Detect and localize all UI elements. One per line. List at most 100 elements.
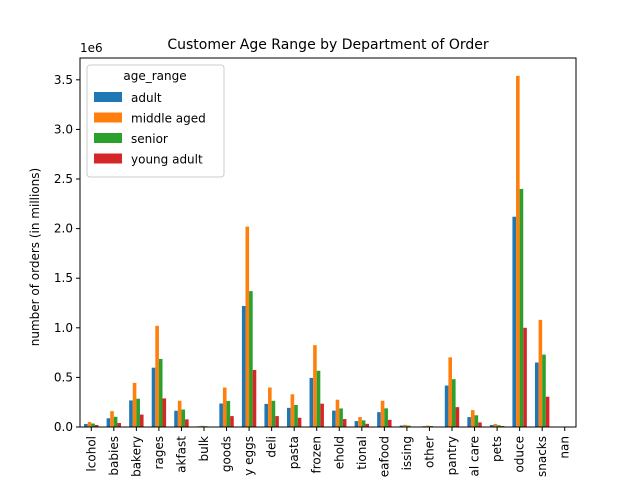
bar bbox=[545, 396, 550, 427]
x-tick-label: eafood bbox=[377, 436, 391, 477]
bar bbox=[129, 400, 133, 427]
bar bbox=[467, 417, 471, 427]
bar bbox=[158, 358, 163, 427]
bar bbox=[354, 421, 359, 427]
x-tick-label: snacks bbox=[535, 436, 549, 477]
bar bbox=[113, 416, 118, 427]
y-axis: 0.0 0.5 1.0 1.5 2.0 2.5 3.0 3.5 bbox=[54, 73, 80, 434]
y-tick-label: 3.0 bbox=[54, 122, 73, 136]
bar bbox=[512, 216, 517, 427]
bar bbox=[384, 408, 388, 427]
bar bbox=[339, 408, 343, 427]
x-tick-label: pets bbox=[490, 436, 504, 462]
legend-entry-label: young adult bbox=[131, 153, 203, 167]
x-tick-label: goods bbox=[220, 436, 234, 472]
bar bbox=[252, 369, 257, 427]
bar bbox=[493, 424, 498, 427]
x-tick-label: deli bbox=[265, 436, 279, 458]
x-tick-label: frozen bbox=[310, 436, 324, 474]
bar bbox=[87, 422, 92, 427]
legend-entry-label: senior bbox=[131, 132, 168, 146]
bar bbox=[335, 399, 340, 427]
series-adult bbox=[84, 216, 539, 427]
bar bbox=[332, 410, 336, 427]
x-tick-label: oduce bbox=[513, 436, 527, 473]
bar bbox=[365, 423, 370, 427]
bars-layer bbox=[84, 75, 550, 427]
y-axis-offset-label: 1e6 bbox=[80, 41, 103, 55]
bar bbox=[425, 425, 430, 427]
bar bbox=[132, 382, 137, 427]
bar bbox=[151, 367, 156, 427]
legend-title: age_range bbox=[123, 69, 186, 83]
bar bbox=[249, 291, 253, 427]
bar bbox=[117, 423, 122, 427]
bar bbox=[320, 403, 324, 427]
x-tick-label: tional bbox=[355, 436, 369, 470]
chart-title: Customer Age Range by Department of Orde… bbox=[167, 37, 489, 53]
bar bbox=[403, 424, 407, 427]
bar bbox=[358, 417, 362, 427]
bar bbox=[309, 377, 314, 427]
y-axis-label: number of orders (in millions) bbox=[28, 168, 42, 346]
y-tick-label: 0.0 bbox=[54, 420, 73, 434]
x-tick-label: pasta bbox=[287, 436, 301, 469]
bar bbox=[380, 400, 385, 427]
bar bbox=[342, 419, 347, 427]
bar bbox=[155, 325, 159, 427]
legend-entry-label: adult bbox=[131, 91, 162, 105]
bar bbox=[452, 379, 456, 427]
bar bbox=[162, 398, 167, 427]
bar bbox=[297, 417, 302, 427]
x-tick-label: nan bbox=[558, 436, 572, 459]
x-axis: lcohol babies bakery rages akfast bulk goods y … bbox=[84, 427, 572, 477]
bar bbox=[290, 394, 295, 427]
bar bbox=[534, 362, 539, 427]
bar bbox=[91, 423, 95, 427]
bar bbox=[230, 416, 234, 427]
series-young-adult bbox=[94, 327, 550, 427]
legend-swatch bbox=[94, 112, 122, 123]
bar bbox=[470, 410, 475, 427]
bar bbox=[271, 400, 276, 427]
bar bbox=[222, 387, 227, 427]
plot-frame bbox=[79, 57, 577, 428]
legend-swatch bbox=[94, 92, 122, 102]
bar bbox=[110, 411, 114, 427]
bar bbox=[84, 424, 88, 427]
x-tick-label: y eggs bbox=[242, 436, 256, 476]
bar bbox=[241, 305, 246, 427]
x-tick-label: bakery bbox=[129, 436, 143, 477]
bar bbox=[226, 401, 231, 427]
bar bbox=[286, 407, 291, 427]
legend-entry-label: middle aged bbox=[131, 112, 206, 126]
bar bbox=[519, 188, 524, 427]
y-tick-label: 2.5 bbox=[54, 172, 73, 186]
x-tick-label: issing bbox=[400, 436, 414, 470]
bar bbox=[219, 403, 223, 427]
bar bbox=[448, 357, 452, 427]
legend: age_range adult middle aged senior young ad… bbox=[86, 64, 225, 178]
y-tick-label: 1.0 bbox=[54, 321, 73, 335]
x-tick-label: bulk bbox=[197, 436, 211, 462]
bar bbox=[497, 425, 501, 427]
legend-swatch bbox=[94, 133, 122, 143]
bar bbox=[245, 226, 250, 427]
series-middle-aged bbox=[87, 75, 543, 427]
y-tick-label: 3.5 bbox=[54, 73, 73, 87]
bar bbox=[377, 412, 381, 427]
bar bbox=[264, 403, 269, 427]
x-tick-label: rages bbox=[152, 436, 166, 470]
bar bbox=[406, 425, 411, 427]
y-tick-label: 1.5 bbox=[54, 271, 73, 285]
x-tick-label: al care bbox=[468, 436, 482, 477]
bar bbox=[139, 414, 144, 427]
x-tick-label: akfast bbox=[174, 436, 188, 473]
bar bbox=[200, 425, 204, 427]
bar bbox=[136, 398, 140, 427]
x-tick-label: other bbox=[422, 436, 436, 468]
bar bbox=[542, 354, 546, 427]
bar bbox=[177, 400, 182, 427]
